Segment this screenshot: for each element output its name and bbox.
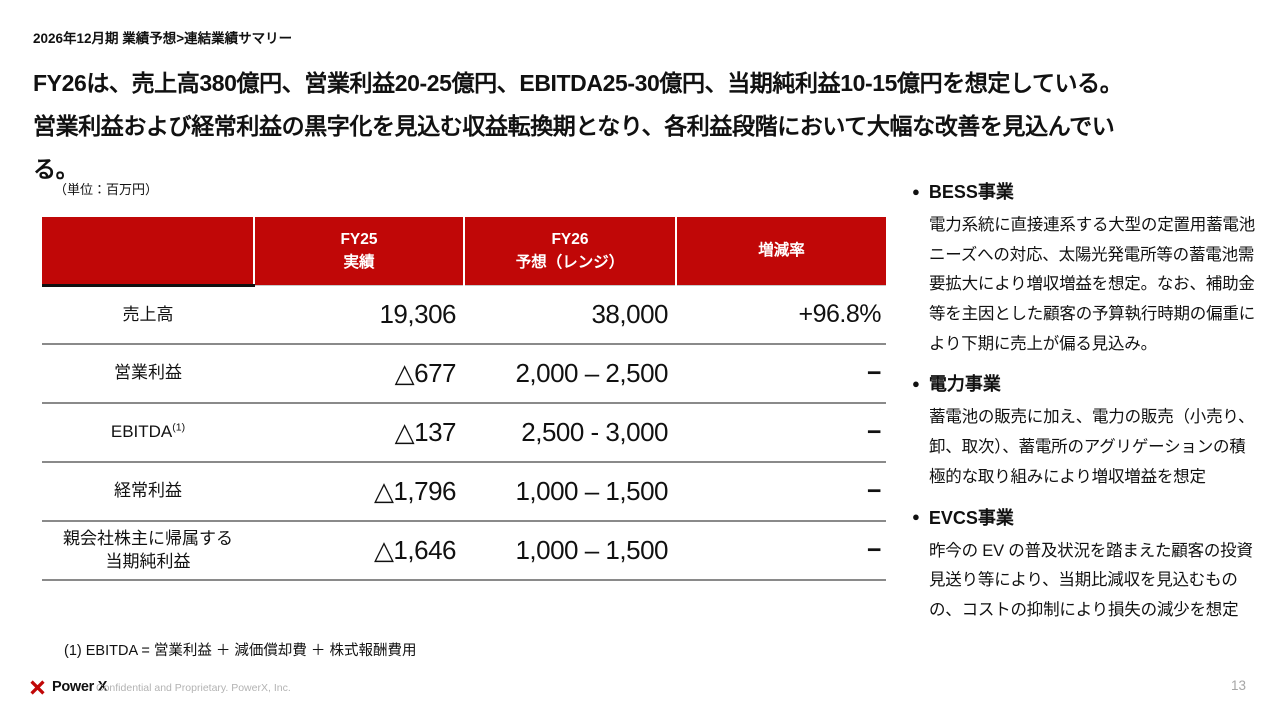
bullet-heading-label: EVCS事業 xyxy=(928,507,1014,528)
fy26-value: 2,000 – 2,500 xyxy=(464,344,676,404)
company-logo: Power X xyxy=(30,679,107,695)
unit-label: （単位：百万円） xyxy=(54,182,159,197)
header-cell-blank xyxy=(42,217,254,287)
header-cell-change: 増減率 xyxy=(675,217,886,286)
bullet-heading-label: BESS事業 xyxy=(928,182,1014,202)
financial-summary-table: FY25 実績 FY26 予想（レンジ） 増減率 売上高 19,306 38,0… xyxy=(42,217,886,581)
confidential-notice: Confidential and Proprietary. PowerX, In… xyxy=(96,682,291,694)
breadcrumb: 2026年12月期 業績予想>連結業績サマリー xyxy=(33,31,293,46)
table-row-net-income: 親会社株主に帰属する 当期純利益 △1,646 1,000 – 1,500 − xyxy=(42,521,886,581)
change-value: − xyxy=(676,521,886,581)
fy26-value: 2,500 - 3,000 xyxy=(464,403,676,463)
bullet-heading-label: 電力事業 xyxy=(928,374,1001,395)
bullet-heading-evcs: ● EVCS事業 xyxy=(912,504,1260,530)
row-label: 親会社株主に帰属する 当期純利益 xyxy=(42,521,254,581)
fy25-value: 19,306 xyxy=(254,285,464,345)
change-value: − xyxy=(676,344,886,404)
footnote-ref: (1) xyxy=(172,421,186,434)
table-row-revenue: 売上高 19,306 38,000 +96.8% xyxy=(42,285,886,345)
bullet-heading-bess: ● BESS事業 xyxy=(912,178,1260,204)
fy26-value: 1,000 – 1,500 xyxy=(464,462,676,522)
table-header-row: FY25 実績 FY26 予想（レンジ） 増減率 xyxy=(42,217,886,287)
fy26-value: 1,000 – 1,500 xyxy=(464,521,676,581)
bullet-icon: ● xyxy=(912,375,920,391)
title-line-2: 営業利益および経常利益の黒字化を見込む収益転換期となり、各利益段階において大幅な… xyxy=(33,113,1115,183)
change-value: − xyxy=(676,462,886,522)
row-label: EBITDA(1) xyxy=(42,403,254,463)
bullet-body-bess: 電力系統に直接連系する大型の定置用蓄電池ニーズへの対応、太陽光発電所等の蓄電池需… xyxy=(929,216,1256,353)
bullet-icon: ● xyxy=(912,509,920,524)
page-title: FY26は、売上高380億円、営業利益20-25億円、EBITDA25-30億円… xyxy=(33,62,1133,192)
bullet-body-power: 蓄電池の販売に加え、電力の販売（小売り、卸、取次）、蓄電所のアグリゲーションの積… xyxy=(929,408,1255,486)
fy25-value: △677 xyxy=(254,344,464,404)
footnote: (1) EBITDA = 営業利益 ＋ 減価償却費 ＋ 株式報酬費用 xyxy=(64,643,417,659)
title-line-1: FY26は、売上高380億円、営業利益20-25億円、EBITDA25-30億円… xyxy=(33,70,1123,96)
bullet-heading-power: ● 電力事業 xyxy=(912,370,1260,396)
bullet-body-evcs: 昨今の EV の普及状況を踏まえた顧客の投資見送り等により、当期比減収を見込むも… xyxy=(929,541,1253,619)
table-row-ordinary-profit: 経常利益 △1,796 1,000 – 1,500 − xyxy=(42,462,886,522)
page-number: 13 xyxy=(1230,678,1246,693)
change-value: − xyxy=(676,403,886,463)
bullet-icon: ● xyxy=(912,183,920,199)
fy25-value: △1,646 xyxy=(254,521,464,581)
row-label: 経常利益 xyxy=(42,462,254,522)
header-cell-fy26: FY26 予想（レンジ） xyxy=(463,217,676,286)
change-value: +96.8% xyxy=(676,285,886,345)
table-row-operating-profit: 営業利益 △677 2,000 – 2,500 − xyxy=(42,344,886,404)
business-segment-notes: ● BESS事業 電力系統に直接連系する大型の定置用蓄電池ニーズへの対応、太陽光… xyxy=(912,178,1260,626)
fy25-value: △137 xyxy=(254,403,464,463)
row-label: 売上高 xyxy=(42,285,254,345)
brand-name: Power X xyxy=(52,679,108,695)
fy25-value: △1,796 xyxy=(254,462,464,522)
powerx-x-icon xyxy=(30,679,45,695)
fy26-value: 38,000 xyxy=(464,285,676,345)
row-label: 営業利益 xyxy=(42,344,254,404)
table-row-ebitda: EBITDA(1) △137 2,500 - 3,000 − xyxy=(42,403,886,463)
header-cell-fy25: FY25 実績 xyxy=(253,217,464,286)
